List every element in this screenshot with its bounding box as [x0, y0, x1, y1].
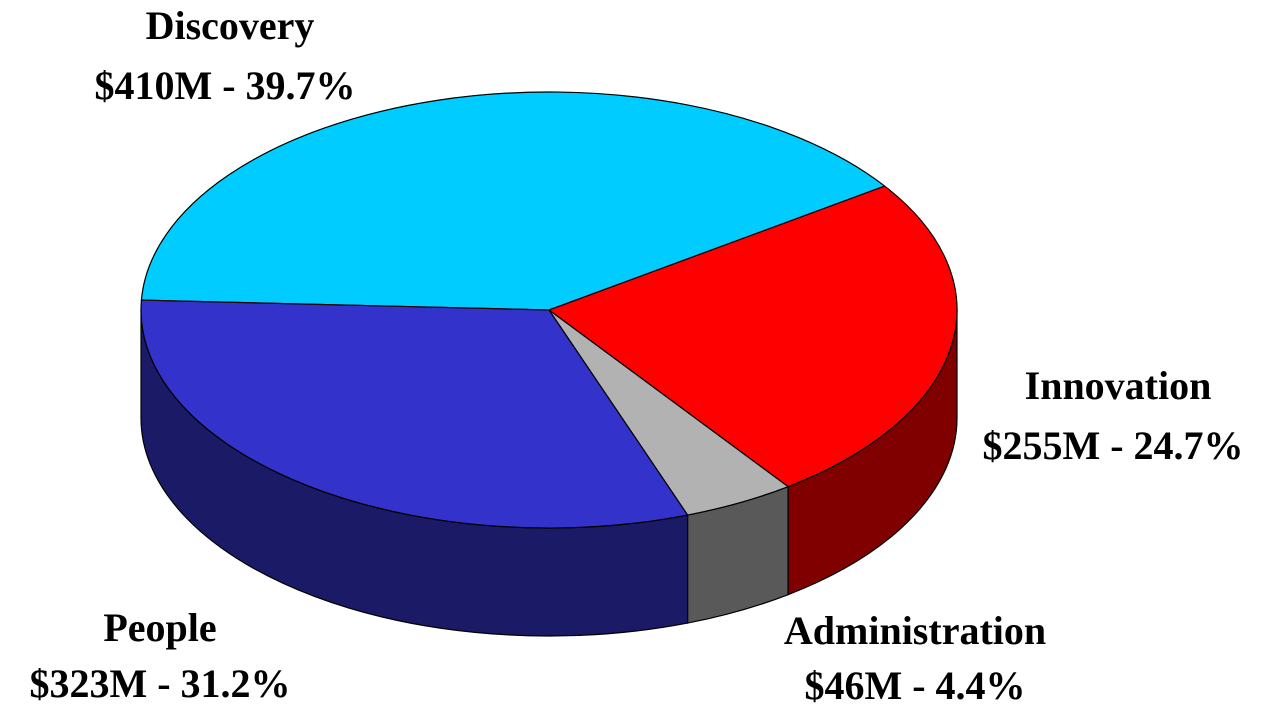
slice-label: Innovation [1025, 363, 1212, 408]
slice-label: People [103, 605, 216, 650]
value-label: $255M - 24.7% [982, 423, 1243, 468]
slice-label: Discovery [146, 3, 315, 48]
slice [548, 185, 958, 488]
value-label: $323M - 31.2% [29, 661, 290, 706]
slice-label: Administration [784, 608, 1046, 653]
pie [140, 91, 958, 637]
value-label: $46M - 4.4% [804, 663, 1025, 708]
value-label: $410M - 39.7% [94, 63, 355, 108]
slice [140, 91, 886, 311]
slice [140, 299, 689, 529]
